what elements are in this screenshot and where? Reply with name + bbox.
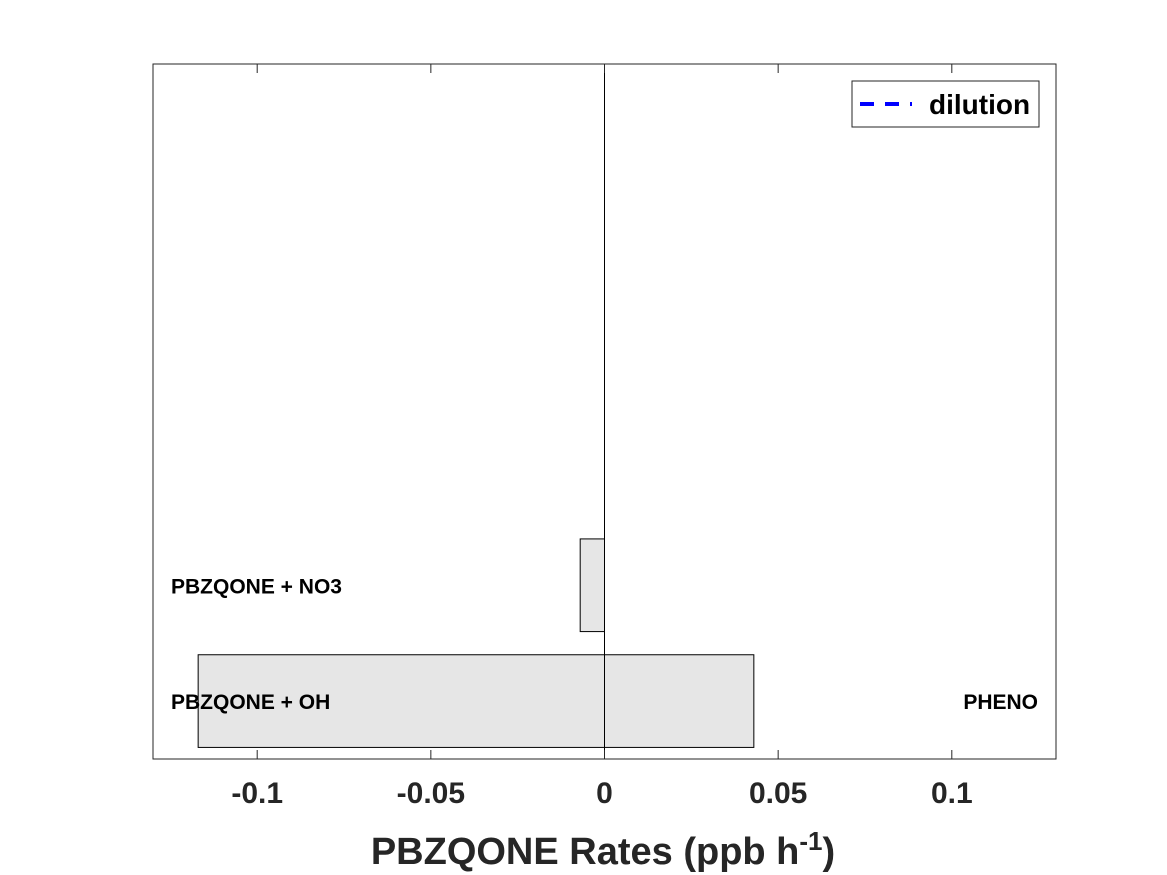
x-tick-label: -0.05 [397, 777, 465, 810]
ticks-layer: -0.1 -0.05 0 0.05 0.1 [231, 64, 973, 810]
legend: dilution [851, 80, 1040, 128]
production-bar-label: PHENO [963, 691, 1038, 714]
production-bar [604, 654, 755, 748]
axes-box [152, 63, 1057, 760]
x-tick-label: 0.05 [749, 777, 807, 810]
x-tick-label: 0 [596, 777, 613, 810]
x-axis-title-close: ) [823, 831, 836, 873]
legend-label-dilution: dilution [929, 89, 1030, 120]
loss-bar-label: PBZQONE + NO3 [171, 575, 342, 598]
x-tick-label: -0.1 [231, 777, 283, 810]
loss-bar-label: PBZQONE + OH [171, 691, 330, 714]
x-tick-label: 0.1 [931, 777, 973, 810]
loss-bar [197, 654, 605, 748]
legend-box [851, 80, 1040, 128]
x-axis-title-main: PBZQONE Rates (ppb h [371, 831, 800, 873]
x-axis-title: PBZQONE Rates (ppb h-1) [371, 826, 835, 873]
bars-layer [197, 538, 755, 748]
bar-labels-layer: PBZQONE + OH PHENO PBZQONE + NO3 [171, 575, 1038, 714]
loss-bar [579, 538, 606, 633]
x-axis-title-sup: -1 [799, 826, 822, 856]
